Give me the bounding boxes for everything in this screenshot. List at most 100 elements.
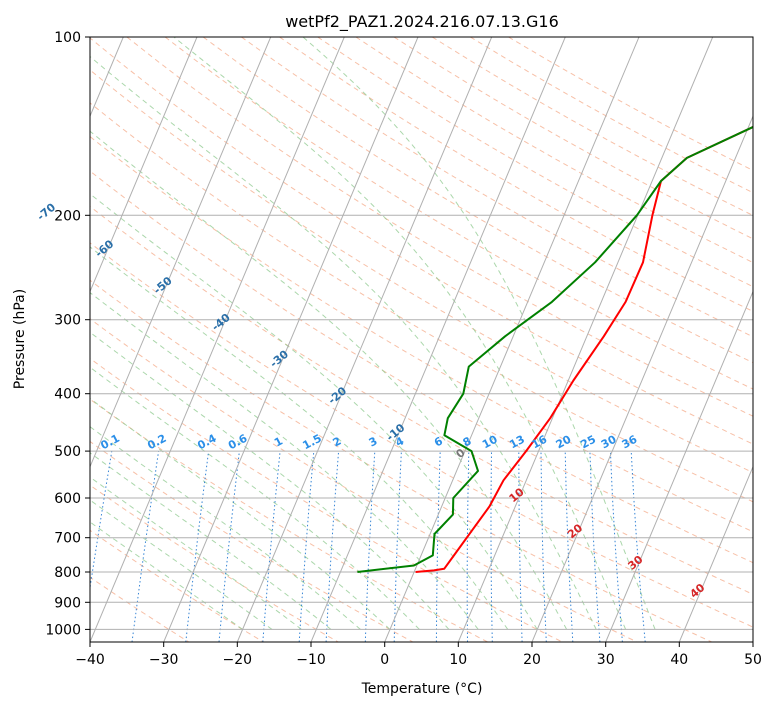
mixing-ratio-label: 36 <box>620 433 640 452</box>
dry-adiabat-line <box>317 37 753 288</box>
y-tick-label: 400 <box>54 387 81 403</box>
plot-area <box>90 37 753 642</box>
mixing-ratio-line <box>364 451 376 642</box>
isotherm-line <box>236 37 493 642</box>
dry-adiabat-line <box>202 37 753 364</box>
isotherm-line <box>752 640 753 642</box>
isotherm-line <box>531 114 753 642</box>
y-tick-label: 1000 <box>45 622 81 638</box>
dry-adiabat-line <box>279 37 753 312</box>
y-tick-label: 900 <box>54 595 81 611</box>
x-tick-label: 20 <box>523 652 541 668</box>
moist-adiabat-line <box>173 37 627 630</box>
x-tick-label: −20 <box>223 652 253 668</box>
moist-adiabat-line <box>302 37 656 630</box>
x-tick-label: −30 <box>149 652 179 668</box>
x-tick-label: 40 <box>670 652 688 668</box>
x-tick-label: 0 <box>380 652 389 668</box>
mixing-ratio-label: 8 <box>461 434 474 449</box>
x-tick-label: 50 <box>744 652 762 668</box>
isotherm-label: 30 <box>626 553 646 573</box>
dry-adiabat-line <box>90 242 753 628</box>
mixing-ratio-line <box>609 451 623 642</box>
y-tick-label: 700 <box>54 531 81 547</box>
y-tick-label: 100 <box>54 30 81 46</box>
mixing-ratio-label: 3 <box>367 434 380 449</box>
mixing-ratio-label: 10 <box>480 433 500 452</box>
x-tick-label: −40 <box>75 652 105 668</box>
isotherm-line <box>678 465 753 642</box>
isotherm-label: -40 <box>209 311 233 334</box>
isotherm-label: -20 <box>326 384 350 407</box>
x-tick-label: 30 <box>597 652 615 668</box>
mixing-ratio-label: 13 <box>507 433 527 452</box>
mixing-ratio-line <box>131 451 160 642</box>
moist-adiabat-line <box>90 452 332 630</box>
dry-adiabat-line <box>90 135 753 533</box>
mixing-ratio-label: 0.2 <box>145 432 168 453</box>
dry-adiabat-line <box>431 37 753 217</box>
dry-adiabat-line <box>90 102 753 503</box>
mixing-ratio-line <box>540 451 547 642</box>
isotherm-label: -30 <box>267 347 291 370</box>
x-tick-label: −10 <box>296 652 326 668</box>
moist-adiabat-line <box>90 130 568 630</box>
moist-adiabat-line <box>90 291 479 630</box>
dry-adiabat-line <box>90 357 563 642</box>
mixing-ratio-line <box>185 451 210 642</box>
moist-adiabat-line <box>90 331 450 630</box>
y-tick-label: 500 <box>54 444 81 460</box>
dry-adiabat-line <box>90 279 712 642</box>
mixing-ratio-label: 0.1 <box>98 432 121 453</box>
chart-title: wetPf2_PAZ1.2024.216.07.13.G16 <box>285 12 559 32</box>
x-tick-label: 10 <box>449 652 467 668</box>
mixing-ratio-line <box>325 451 340 642</box>
mixing-ratio-label: 30 <box>599 433 619 452</box>
mixing-ratio-line <box>393 451 402 642</box>
dry-adiabat-line <box>355 37 753 264</box>
mixing-ratio-line <box>589 451 601 642</box>
mixing-ratio-line <box>564 451 574 642</box>
mixing-ratio-label: 6 <box>432 434 445 449</box>
dry-adiabat-line <box>164 37 753 390</box>
y-tick-label: 300 <box>54 313 81 329</box>
isotherm-label: 20 <box>565 521 585 541</box>
isotherm-line <box>90 37 345 642</box>
moist-adiabat-line <box>90 397 391 630</box>
plot-frame <box>89 36 754 643</box>
dry-adiabat-line <box>90 37 753 445</box>
moist-adiabat-line <box>90 366 420 630</box>
mixing-ratio-label: 16 <box>530 433 550 452</box>
mixing-ratio-label: 20 <box>554 433 574 452</box>
moist-adiabat-line <box>90 426 361 630</box>
moist-adiabat-line <box>90 476 302 630</box>
isotherm-line <box>457 37 714 642</box>
mixing-ratio-label: 2 <box>331 434 344 449</box>
mixing-ratio-label: 1 <box>272 434 285 449</box>
y-tick-label: 600 <box>54 491 81 507</box>
mixing-ratio-line <box>298 451 315 642</box>
mixing-ratio-line <box>262 451 281 642</box>
mixing-ratio-label: 0.6 <box>226 432 250 453</box>
y-tick-label: 800 <box>54 565 81 581</box>
isotherm-line <box>163 37 419 642</box>
mixing-ratio-line <box>218 451 240 642</box>
mixing-ratio-label: 1.5 <box>300 432 323 453</box>
isotherm-line <box>310 37 566 642</box>
dry-adiabat-line <box>126 37 753 417</box>
mixing-ratio-line <box>90 451 113 591</box>
mixing-ratio-line <box>466 451 470 642</box>
mixing-ratio-line <box>630 451 646 642</box>
dry-adiabat-line <box>90 205 753 595</box>
dry-adiabat-line <box>90 398 488 642</box>
moist-adiabat-line <box>90 246 509 630</box>
y-axis-label: Pressure (hPa) <box>12 289 28 389</box>
isotherm-line <box>90 37 198 293</box>
x-axis-label: Temperature (°C) <box>361 681 483 697</box>
isotherm-line <box>605 290 753 642</box>
mixing-ratio-line <box>435 451 441 642</box>
mixing-ratio-line <box>490 451 493 642</box>
dewpoint-profile-line <box>357 125 753 573</box>
moist-adiabat-line <box>90 55 597 630</box>
